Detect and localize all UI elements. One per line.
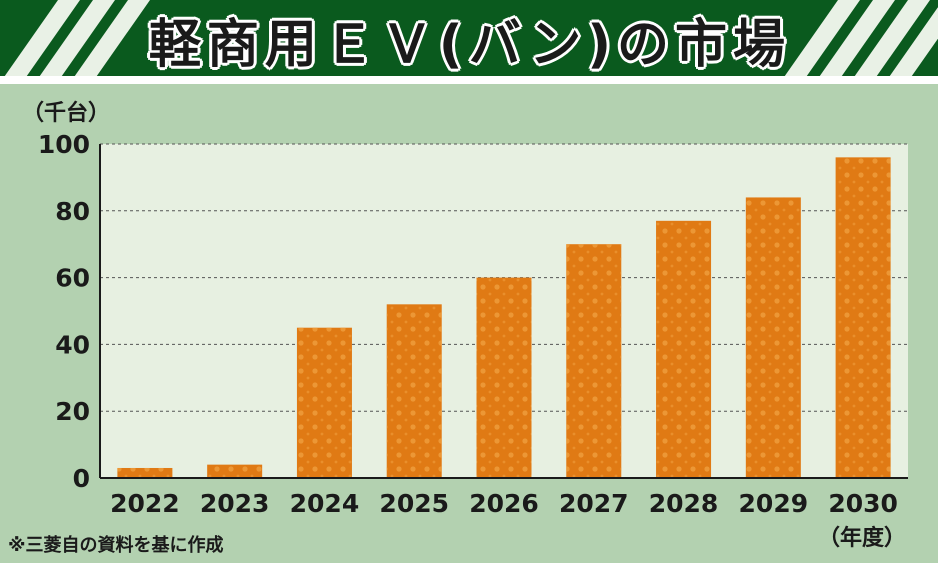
bar-dot-pattern: [476, 277, 532, 478]
y-tick-label: 20: [55, 397, 90, 426]
x-tick-label: 2030: [828, 489, 898, 518]
chart-title: 軽商用ＥＶ(バン)の市場: [148, 14, 792, 76]
bar-2026: [476, 277, 532, 478]
bar-dot-pattern: [745, 197, 801, 478]
x-tick-label: 2029: [739, 489, 809, 518]
bar-dot-pattern: [117, 467, 173, 478]
bar-dot-pattern: [296, 327, 352, 478]
x-tick-label: 2028: [649, 489, 719, 518]
bar-dot-pattern: [656, 220, 712, 478]
bar-dot-pattern: [207, 464, 263, 478]
bar-2028: [656, 220, 712, 478]
bar-2022: [117, 467, 173, 478]
x-tick-label: 2027: [559, 489, 629, 518]
y-tick-label: 60: [55, 264, 90, 293]
bar-dot-pattern: [386, 304, 442, 478]
bar-2024: [296, 327, 352, 478]
bar-dot-pattern: [835, 157, 891, 479]
x-tick-label: 2022: [110, 489, 180, 518]
x-tick-label: 2024: [290, 489, 360, 518]
bar-2029: [745, 197, 801, 478]
bar-2027: [566, 244, 622, 478]
source-note: ※三菱自の資料を基に作成: [8, 535, 224, 556]
y-axis-unit-label: （千台）: [22, 101, 111, 126]
header-banner: 軽商用ＥＶ(バン)の市場: [0, 0, 938, 78]
y-tick-label: 40: [55, 330, 90, 359]
bar-2030: [835, 157, 891, 479]
x-tick-label: 2023: [200, 489, 270, 518]
bar-2025: [386, 304, 442, 478]
title-underline: [0, 76, 938, 84]
x-axis-unit-label: （年度）: [818, 526, 907, 551]
y-tick-label: 100: [38, 130, 90, 159]
bar-2023: [207, 464, 263, 478]
x-tick-label: 2025: [379, 489, 449, 518]
y-tick-label: 80: [55, 197, 90, 226]
bar-dot-pattern: [566, 244, 622, 478]
x-tick-label: 2026: [469, 489, 539, 518]
y-tick-label: 0: [73, 464, 90, 493]
